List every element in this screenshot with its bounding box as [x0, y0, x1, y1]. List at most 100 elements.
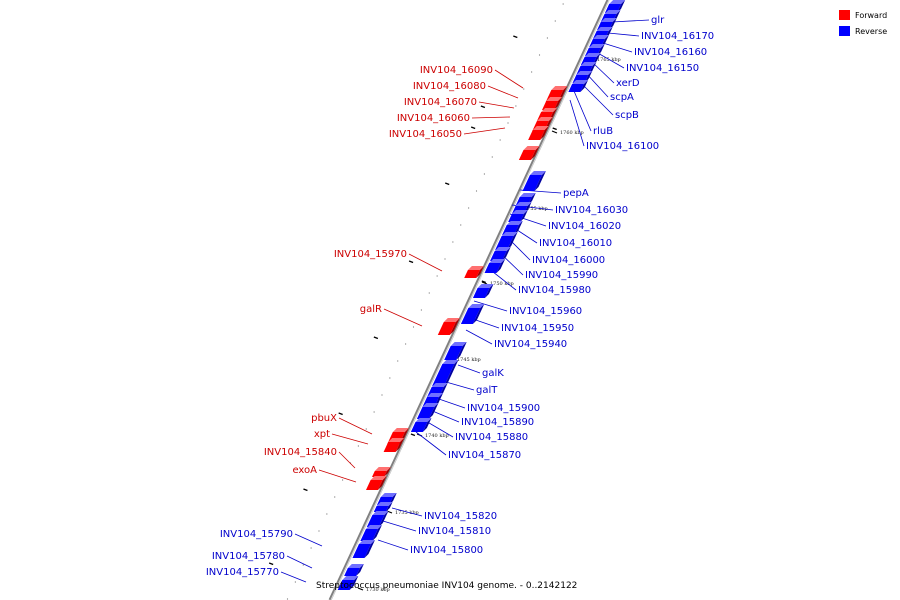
- gene-labels: INV104_16090 INV104_16080 INV104_16070 INV1…: [206, 15, 714, 578]
- glyph-face: [366, 515, 385, 527]
- track-dot: [531, 71, 533, 73]
- glyph-face: [522, 175, 542, 191]
- track-dot: [412, 326, 415, 328]
- reverse-leader-line: [382, 520, 417, 532]
- track-dot: [460, 224, 462, 226]
- track-dot: [538, 54, 541, 56]
- glyph-face: [460, 308, 481, 324]
- glyph-side: [378, 511, 389, 527]
- glyph-side: [514, 221, 523, 235]
- reverse-gene-glyph: [410, 418, 432, 432]
- track-dot: [428, 292, 430, 294]
- reverse-gene-label: INV104_15950: [501, 323, 574, 334]
- reverse-leader-line: [429, 409, 460, 423]
- glyph-top: [392, 428, 409, 432]
- glyph-face: [490, 251, 507, 261]
- track-dot: [452, 241, 454, 243]
- reverse-gene-glyph: [344, 564, 364, 576]
- forward-leader-line: [318, 469, 357, 483]
- glyph-face: [484, 263, 502, 273]
- glyph-top: [551, 86, 568, 90]
- track-dot: [483, 173, 485, 175]
- glyph-top: [519, 193, 536, 197]
- glyph-top: [584, 53, 601, 57]
- glyph-top: [468, 304, 485, 308]
- reverse-leader-line: [602, 42, 633, 53]
- reverse-gene-glyph: [373, 502, 393, 512]
- legend-forward-swatch: [839, 10, 850, 20]
- reverse-gene-label: INV104_15820: [424, 511, 497, 522]
- forward-gene-glyph: [542, 97, 563, 110]
- reverse-gene-glyph: [337, 576, 359, 590]
- glyph-top: [536, 117, 553, 121]
- legend: Forward Reverse: [839, 10, 887, 36]
- track-dash: [303, 488, 308, 492]
- forward-leader-line: [338, 417, 373, 435]
- track-dot: [373, 411, 375, 413]
- reverse-gene-label: galK: [482, 368, 504, 379]
- glyph-top: [609, 0, 626, 4]
- reverse-leader-line: [391, 507, 423, 517]
- reverse-gene-label: INV104_16030: [555, 205, 628, 216]
- reverse-gene-label: INV104_15960: [509, 306, 582, 317]
- glyph-side: [364, 540, 375, 558]
- reverse-gene-label: INV104_15870: [448, 450, 521, 461]
- kbp-tick-mark: [551, 130, 558, 134]
- glyph-top: [546, 97, 563, 101]
- glyph-top: [443, 318, 460, 322]
- reverse-gene-label: INV104_15980: [518, 285, 591, 296]
- forward-leader-line: [331, 433, 369, 445]
- reverse-gene-label: galT: [476, 385, 498, 396]
- reverse-leader-line: [286, 555, 313, 569]
- reverse-gene-label: INV104_16000: [532, 255, 605, 266]
- forward-gene-label: INV104_16090: [420, 65, 493, 76]
- glyph-side: [616, 0, 626, 13]
- track-dot: [365, 428, 367, 430]
- glyph-top: [477, 284, 494, 288]
- glyph-top: [596, 27, 613, 31]
- reverse-gene-label: INV104_16160: [634, 47, 707, 58]
- track-dot: [468, 207, 470, 209]
- glyph-top: [532, 126, 549, 130]
- reverse-gene-glyph: [484, 259, 506, 273]
- track-dash: [481, 280, 487, 284]
- reverse-leader-line: [569, 99, 585, 147]
- glyph-top: [442, 360, 459, 364]
- reverse-gene-glyph: [490, 247, 511, 261]
- track-dot: [515, 105, 517, 107]
- glyph-side: [496, 259, 506, 273]
- reverse-leader-line: [595, 51, 625, 69]
- kbp-tick-label: 1750 kbp: [490, 281, 514, 287]
- glyph-side: [456, 342, 467, 360]
- glyph-face: [373, 506, 389, 512]
- glyph-side: [422, 418, 432, 432]
- kbp-tick-label: 1745 kbp: [457, 357, 481, 363]
- kbp-tick-label: 1730 kbp: [366, 587, 390, 593]
- forward-gene-glyph: [383, 438, 405, 452]
- glyph-top: [388, 438, 405, 442]
- forward-gene-glyph: [464, 266, 484, 278]
- track-dash: [480, 105, 486, 109]
- reverse-leader-line: [415, 431, 447, 456]
- reverse-gene-glyph: [568, 80, 589, 92]
- track-dot: [562, 3, 564, 5]
- glyph-top: [450, 342, 467, 346]
- forward-leader-line: [478, 101, 515, 109]
- track-dot: [397, 360, 399, 362]
- glyph-side: [540, 126, 549, 140]
- forward-leader-line: [383, 308, 423, 327]
- track-dot: [420, 309, 422, 311]
- track-dot: [389, 377, 391, 379]
- kbp-tick-label: 1735 kbp: [395, 510, 419, 516]
- glyph-face: [416, 407, 435, 419]
- reverse-gene-label: scpB: [615, 110, 639, 121]
- forward-gene-label: INV104_15970: [334, 249, 407, 260]
- glyph-side: [372, 525, 382, 541]
- forward-gene-label: INV104_16050: [389, 129, 462, 140]
- forward-leader-line: [408, 253, 443, 272]
- track-dot: [405, 343, 407, 345]
- forward-gene-glyph: [437, 318, 460, 335]
- track-dash: [373, 336, 379, 340]
- track-dot: [499, 139, 501, 141]
